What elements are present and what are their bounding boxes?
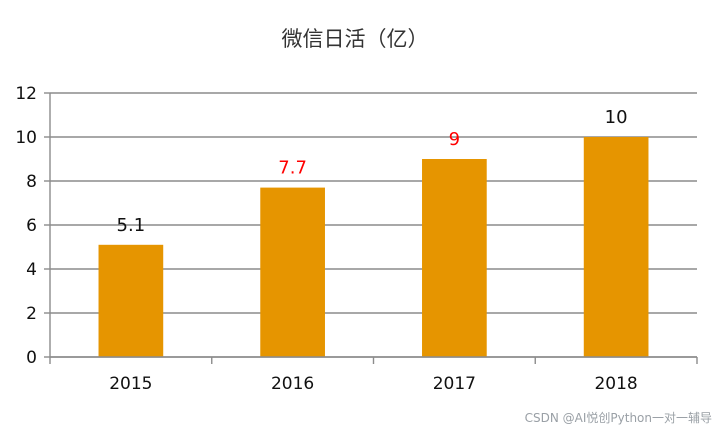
x-tick-label: 2017 <box>433 374 476 394</box>
data-label-2016: 7.7 <box>278 158 307 179</box>
y-axis: 0 2 4 6 8 10 12 <box>15 84 51 368</box>
x-tick-label: 2016 <box>271 374 314 394</box>
y-tick-label: 0 <box>26 348 37 368</box>
y-tick-label: 12 <box>15 84 37 104</box>
bar-2016 <box>260 187 325 357</box>
data-labels: 5.1 7.7 9 10 <box>117 107 628 236</box>
bar-2015 <box>98 244 164 357</box>
y-tick-label: 8 <box>26 172 37 192</box>
x-axis: 2015 2016 2017 2018 <box>49 356 698 394</box>
bars <box>98 137 649 357</box>
chart-title: 微信日活（亿） <box>282 27 429 51</box>
y-tick-label: 6 <box>26 216 37 236</box>
bar-2017 <box>422 159 487 357</box>
x-tick-label: 2018 <box>594 374 637 394</box>
y-tick-label: 2 <box>26 304 37 324</box>
data-label-2017: 9 <box>449 129 460 150</box>
data-label-2018: 10 <box>605 107 628 128</box>
x-tick-label: 2015 <box>109 374 152 394</box>
y-tick-label: 4 <box>26 260 37 280</box>
watermark: CSDN @AI悦创Python一对一辅导 <box>524 411 712 425</box>
bar-2018 <box>583 137 649 357</box>
data-label-2015: 5.1 <box>117 215 146 236</box>
y-tick-label: 10 <box>15 128 37 148</box>
